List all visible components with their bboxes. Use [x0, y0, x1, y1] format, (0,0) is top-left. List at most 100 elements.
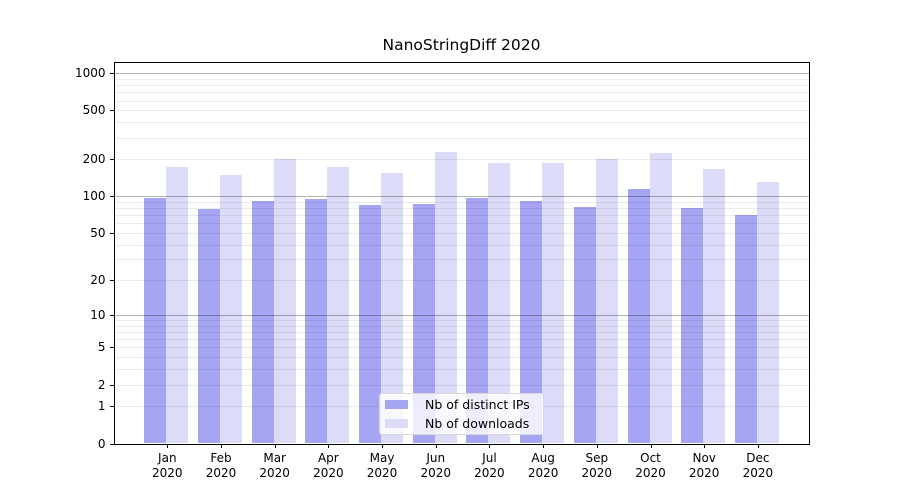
bar-distinct-ips-mar	[251, 200, 274, 444]
bar-downloads-jan	[166, 167, 189, 444]
minor-gridline	[114, 244, 809, 246]
x-tick-mark	[704, 444, 706, 448]
legend-label-downloads: Nb of downloads	[425, 416, 530, 431]
minor-gridline	[114, 215, 809, 217]
legend-swatch-distinct-ips	[385, 400, 408, 409]
x-tick-mark	[489, 444, 491, 448]
bar-distinct-ips-may	[359, 205, 382, 444]
bar-distinct-ips-dec	[734, 215, 757, 444]
x-tick-label-dec: Dec 2020	[742, 450, 774, 480]
bar-distinct-ips-apr	[305, 199, 328, 444]
legend-swatch-downloads	[385, 419, 408, 428]
bar-distinct-ips-feb	[197, 209, 220, 444]
y-tick-mark	[110, 73, 114, 75]
x-tick-mark	[543, 444, 545, 448]
minor-gridline	[114, 369, 809, 371]
minor-gridline	[114, 159, 809, 161]
legend-item-downloads: Nb of downloads	[385, 416, 533, 431]
minor-gridline	[114, 320, 809, 322]
minor-gridline	[114, 280, 809, 282]
minor-gridline	[114, 232, 809, 234]
y-tick-label: 5	[97, 340, 106, 355]
x-tick-label-nov: Nov 2020	[688, 450, 720, 480]
y-tick-label: 20	[90, 273, 106, 288]
minor-gridline	[114, 92, 809, 94]
x-tick-label-jun: Jun 2020	[420, 450, 452, 480]
minor-gridline	[114, 85, 809, 87]
x-tick-mark	[167, 444, 169, 448]
minor-gridline	[114, 110, 809, 112]
minor-gridline	[114, 78, 809, 80]
bar-downloads-jul	[488, 162, 511, 444]
bar-distinct-ips-oct	[627, 189, 650, 444]
x-tick-label-feb: Feb 2020	[205, 450, 237, 480]
legend: Nb of distinct IPs Nb of downloads	[379, 393, 544, 435]
y-tick-mark	[110, 110, 114, 112]
bar-distinct-ips-aug	[520, 200, 543, 444]
y-tick-mark	[110, 280, 114, 282]
major-gridline	[114, 196, 809, 198]
minor-gridline	[114, 325, 809, 327]
y-tick-mark	[110, 196, 114, 198]
bar-distinct-ips-jan	[144, 198, 167, 444]
x-tick-mark	[757, 444, 759, 448]
x-tick-label-jan: Jan 2020	[152, 450, 183, 480]
y-tick-label: 2	[97, 377, 106, 392]
x-tick-label-may: May 2020	[366, 450, 398, 480]
x-tick-mark	[328, 444, 330, 448]
x-tick-mark	[274, 444, 276, 448]
y-tick-label: 10	[90, 308, 106, 322]
minor-gridline	[114, 347, 809, 349]
bar-downloads-dec	[756, 181, 779, 444]
bar-distinct-ips-jun	[412, 203, 435, 444]
y-tick-mark	[110, 443, 114, 445]
minor-gridline	[114, 122, 809, 124]
x-tick-mark	[596, 444, 598, 448]
minor-gridline	[114, 137, 809, 139]
y-tick-label: 200	[82, 152, 106, 167]
y-tick-mark	[110, 232, 114, 234]
x-tick-mark	[650, 444, 652, 448]
major-gridline	[114, 73, 809, 75]
y-tick-label: 50	[90, 225, 106, 240]
minor-gridline	[114, 384, 809, 386]
y-tick-label: 1000	[74, 66, 106, 81]
x-tick-label-mar: Mar 2020	[259, 450, 290, 480]
bar-downloads-nov	[703, 168, 726, 444]
minor-gridline	[114, 201, 809, 203]
y-tick-mark	[110, 384, 114, 386]
minor-gridline	[114, 259, 809, 261]
x-tick-label-sep: Sep 2020	[581, 450, 613, 480]
bar-downloads-aug	[542, 163, 565, 444]
x-tick-label-apr: Apr 2020	[313, 450, 344, 480]
x-tick-label-jul: Jul 2020	[474, 450, 505, 480]
x-tick-mark	[382, 444, 384, 448]
y-tick-mark	[110, 347, 114, 349]
bar-downloads-mar	[273, 159, 296, 444]
bar-downloads-may	[381, 172, 404, 444]
x-tick-mark	[220, 444, 222, 448]
bar-downloads-feb	[219, 174, 242, 444]
y-tick-label: 1	[97, 399, 106, 414]
legend-label-distinct-ips: Nb of distinct IPs	[425, 397, 530, 412]
bar-downloads-sep	[595, 159, 618, 444]
bar-distinct-ips-nov	[681, 208, 704, 444]
legend-item-distinct-ips: Nb of distinct IPs	[385, 397, 533, 412]
bar-distinct-ips-sep	[573, 207, 596, 444]
y-tick-mark	[110, 406, 114, 408]
y-tick-label: 0	[97, 436, 106, 451]
bar-downloads-oct	[649, 152, 672, 444]
x-tick-label-oct: Oct 2020	[635, 450, 666, 480]
minor-gridline	[114, 332, 809, 334]
x-tick-label-aug: Aug 2020	[527, 450, 559, 480]
bar-downloads-jun	[434, 151, 457, 444]
minor-gridline	[114, 223, 809, 225]
y-tick-label: 500	[82, 103, 106, 118]
minor-gridline	[114, 339, 809, 341]
plot-area	[114, 63, 809, 444]
y-tick-mark	[110, 159, 114, 161]
bar-downloads-apr	[327, 167, 350, 444]
minor-gridline	[114, 357, 809, 359]
y-tick-label: 100	[82, 189, 106, 204]
